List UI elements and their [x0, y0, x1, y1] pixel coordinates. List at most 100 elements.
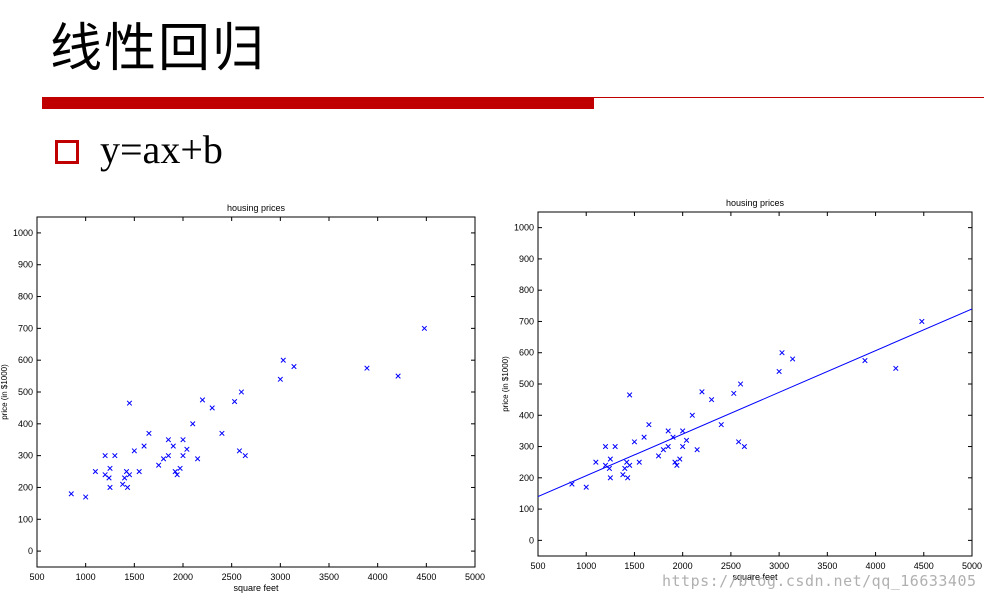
- data-point: [789, 356, 796, 362]
- data-point: [146, 430, 152, 437]
- x-tick-label: 2500: [721, 561, 741, 571]
- data-point: [672, 459, 678, 465]
- data-point: [83, 494, 89, 500]
- data-point: [180, 452, 186, 459]
- x-tick-label: 500: [530, 561, 545, 571]
- y-tick-label: 500: [519, 379, 534, 389]
- title-underline-thick: [42, 97, 594, 109]
- data-point: [107, 465, 113, 472]
- data-point: [636, 459, 642, 465]
- x-tick-label: 1000: [76, 572, 96, 582]
- data-point: [893, 365, 899, 372]
- data-point: [641, 434, 647, 440]
- data-point: [126, 400, 133, 406]
- x-tick-label: 4000: [866, 561, 886, 571]
- slide-title: 线性回归: [50, 19, 267, 79]
- x-tick-label: 2000: [173, 572, 193, 582]
- x-tick-label: 5000: [962, 561, 982, 571]
- y-tick-label: 700: [18, 323, 33, 333]
- y-tick-label: 900: [519, 254, 534, 264]
- y-tick-label: 200: [18, 482, 33, 492]
- chart-title: housing prices: [726, 198, 785, 208]
- data-point: [242, 452, 248, 459]
- regression-line: [538, 308, 972, 498]
- data-point: [607, 475, 613, 481]
- data-point: [106, 475, 112, 481]
- hollow-square-icon: [55, 140, 79, 164]
- data-point: [199, 397, 206, 403]
- data-point: [131, 448, 137, 454]
- data-point: [219, 430, 225, 437]
- data-point: [622, 465, 628, 472]
- data-point: [680, 443, 686, 450]
- data-point: [124, 484, 131, 491]
- data-point: [626, 392, 633, 398]
- data-point: [68, 491, 74, 497]
- data-point: [718, 422, 724, 428]
- data-point: [776, 368, 782, 375]
- data-point: [620, 472, 626, 478]
- x-tick-label: 1500: [124, 572, 144, 582]
- data-point: [291, 363, 297, 370]
- x-tick-label: 4500: [416, 572, 436, 582]
- x-tick-label: 500: [29, 572, 44, 582]
- data-point: [236, 448, 243, 454]
- data-point: [121, 475, 128, 481]
- data-point: [231, 398, 238, 405]
- y-tick-label: 500: [18, 387, 33, 397]
- data-point: [165, 437, 172, 443]
- x-tick-label: 3500: [319, 572, 339, 582]
- y-tick-label: 100: [519, 504, 534, 514]
- y-tick-label: 400: [519, 410, 534, 420]
- data-point: [741, 443, 748, 450]
- x-tick-label: 3500: [817, 561, 837, 571]
- data-point: [238, 389, 245, 395]
- data-point: [156, 462, 162, 468]
- data-point: [160, 456, 167, 462]
- data-point: [683, 437, 690, 443]
- x-tick-label: 3000: [270, 572, 290, 582]
- data-point: [126, 472, 133, 478]
- y-tick-label: 1000: [13, 228, 33, 238]
- data-point: [364, 365, 370, 371]
- data-point: [593, 459, 599, 465]
- y-tick-label: 0: [28, 546, 33, 556]
- data-point: [421, 325, 428, 332]
- data-point: [119, 481, 126, 487]
- y-tick-label: 600: [18, 355, 33, 365]
- x-axis-label: square feet: [732, 572, 778, 582]
- data-point: [602, 462, 609, 468]
- x-tick-label: 3000: [769, 561, 789, 571]
- data-point: [674, 462, 680, 468]
- y-tick-label: 200: [519, 473, 534, 483]
- data-point: [862, 357, 868, 364]
- y-tick-label: 300: [519, 442, 534, 452]
- plot-area: [68, 325, 428, 500]
- data-point: [583, 484, 589, 490]
- data-point: [92, 468, 99, 475]
- data-point: [731, 390, 737, 397]
- y-tick-label: 900: [18, 260, 33, 270]
- data-point: [180, 437, 186, 443]
- data-point: [694, 447, 700, 453]
- data-point: [602, 443, 609, 450]
- chart-title: housing prices: [227, 203, 286, 213]
- data-point: [606, 465, 613, 472]
- x-tick-label: 4000: [368, 572, 388, 582]
- data-point: [112, 452, 118, 459]
- x-axis-label: square feet: [233, 583, 279, 593]
- data-point: [670, 434, 676, 440]
- y-tick-label: 700: [519, 316, 534, 326]
- y-tick-label: 400: [18, 419, 33, 429]
- data-point: [612, 443, 618, 450]
- y-axis-label: price (in $1000): [501, 356, 510, 412]
- data-point: [625, 475, 631, 481]
- data-point: [107, 484, 113, 491]
- data-point: [102, 472, 108, 478]
- data-point: [184, 446, 190, 452]
- title-underline-thin: [594, 97, 984, 98]
- data-point: [165, 452, 172, 459]
- data-point: [136, 468, 142, 475]
- y-axis-label: price (in $1000): [0, 364, 9, 420]
